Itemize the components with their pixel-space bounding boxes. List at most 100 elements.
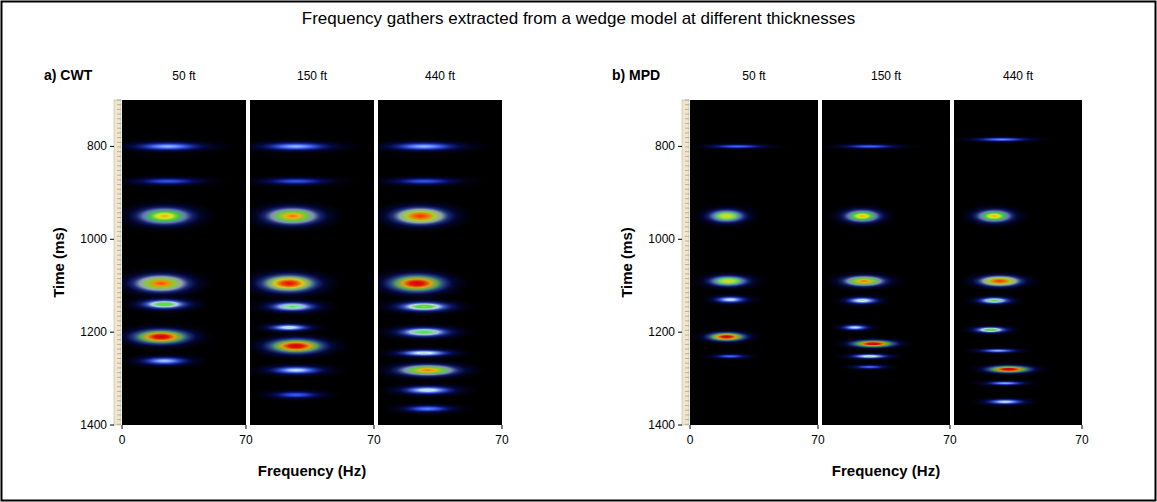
ruler-tick <box>117 194 121 195</box>
ruler-tick <box>117 184 121 185</box>
energy-blob <box>378 266 474 302</box>
ruler-tick <box>117 170 121 171</box>
ruler-tick <box>117 414 121 415</box>
ruler-tick <box>117 156 121 157</box>
ruler-tick <box>117 424 121 425</box>
ruler-tick <box>117 405 121 406</box>
energy-blob <box>250 296 344 317</box>
ruler-tick <box>685 278 689 279</box>
ruler-tick <box>685 165 689 166</box>
heatmap-marks <box>690 142 796 361</box>
ruler-tick <box>685 269 689 270</box>
ruler-tick <box>685 419 689 420</box>
energy-blob <box>378 358 490 382</box>
energy-blob <box>829 351 911 361</box>
ruler-tick <box>117 118 121 119</box>
ruler-tick <box>117 400 121 401</box>
figure-title: Frequency gathers extracted from a wedge… <box>302 9 855 28</box>
ruler-tick <box>117 241 121 242</box>
ruler-tick <box>117 231 121 232</box>
ruler-tick <box>117 410 121 411</box>
ruler-tick <box>685 114 689 115</box>
ruler-tick <box>685 198 689 199</box>
ruler-tick <box>685 396 689 397</box>
x-tick-label: 70 <box>495 433 509 447</box>
x-axis-title: Frequency (Hz) <box>258 462 366 479</box>
panel-group: b) MPDTime (ms)Frequency (Hz)80010001200… <box>612 67 1089 479</box>
ruler-tick <box>117 236 121 237</box>
energy-blob <box>122 174 236 189</box>
ruler-tick <box>685 245 689 246</box>
ruler-tick <box>685 104 689 105</box>
energy-blob <box>829 336 917 351</box>
ruler-tick <box>685 288 689 289</box>
ruler-tick <box>685 410 689 411</box>
ruler-tick <box>117 339 121 340</box>
energy-blob <box>965 362 1053 377</box>
ruler-tick <box>117 391 121 392</box>
ruler-tick <box>685 358 689 359</box>
ruler-tick <box>685 250 689 251</box>
energy-blob <box>695 352 765 361</box>
ruler-tick <box>685 273 689 274</box>
ruler-tick <box>117 179 121 180</box>
plot-background <box>954 100 1082 425</box>
ruler-tick <box>117 283 121 284</box>
ruler-tick <box>117 147 121 148</box>
ruler-tick <box>117 189 121 190</box>
ruler-tick <box>685 175 689 176</box>
ruler-tick <box>685 236 689 237</box>
ruler-tick <box>685 132 689 133</box>
energy-blob <box>826 322 885 334</box>
energy-blob <box>378 198 477 234</box>
energy-blob <box>378 322 481 343</box>
ruler-tick <box>685 363 689 364</box>
x-tick <box>950 425 951 429</box>
ruler-tick <box>117 363 121 364</box>
ruler-tick <box>685 344 689 345</box>
ruler-tick <box>685 382 689 383</box>
energy-blob <box>834 363 904 372</box>
energy-blob <box>378 138 498 156</box>
panel: 150 ft70 <box>811 69 957 447</box>
x-tick <box>1082 425 1083 429</box>
frame <box>2 2 1156 501</box>
ruler <box>114 100 121 425</box>
ruler-tick <box>685 151 689 152</box>
panel: 50 ft070 <box>94 69 253 447</box>
ruler-tick <box>117 377 121 378</box>
energy-blob <box>964 396 1046 408</box>
ruler-tick <box>117 292 121 293</box>
ruler-tick <box>685 259 689 260</box>
ruler-tick <box>117 353 121 354</box>
ruler-tick <box>117 288 121 289</box>
group-label: b) MPD <box>612 67 660 83</box>
ruler-tick <box>117 320 121 321</box>
x-tick <box>246 425 247 429</box>
ruler-tick <box>685 353 689 354</box>
ruler-tick <box>685 320 689 321</box>
ruler-tick <box>117 302 121 303</box>
ruler-tick <box>685 391 689 392</box>
panel-title: 440 ft <box>1003 69 1034 83</box>
energy-blob <box>122 294 216 315</box>
x-tick <box>122 425 123 429</box>
energy-blob <box>250 361 353 379</box>
ruler-tick <box>117 123 121 124</box>
panel-title: 50 ft <box>172 69 196 83</box>
ruler-tick <box>685 100 689 101</box>
ruler-tick <box>117 269 121 270</box>
ruler-tick <box>117 311 121 312</box>
y-axis-title: Time (ms) <box>50 227 67 298</box>
x-tick <box>502 425 503 429</box>
y-tick <box>678 332 682 333</box>
panel-group: a) CWTTime (ms)Frequency (Hz)80010001200… <box>44 67 509 479</box>
energy-blob <box>250 331 353 361</box>
energy-blob <box>959 293 1029 308</box>
ruler-tick <box>117 217 121 218</box>
y-tick <box>678 146 682 147</box>
energy-blob <box>250 138 370 156</box>
ruler-tick <box>117 382 121 383</box>
ruler-tick <box>685 349 689 350</box>
energy-blob <box>378 346 481 361</box>
